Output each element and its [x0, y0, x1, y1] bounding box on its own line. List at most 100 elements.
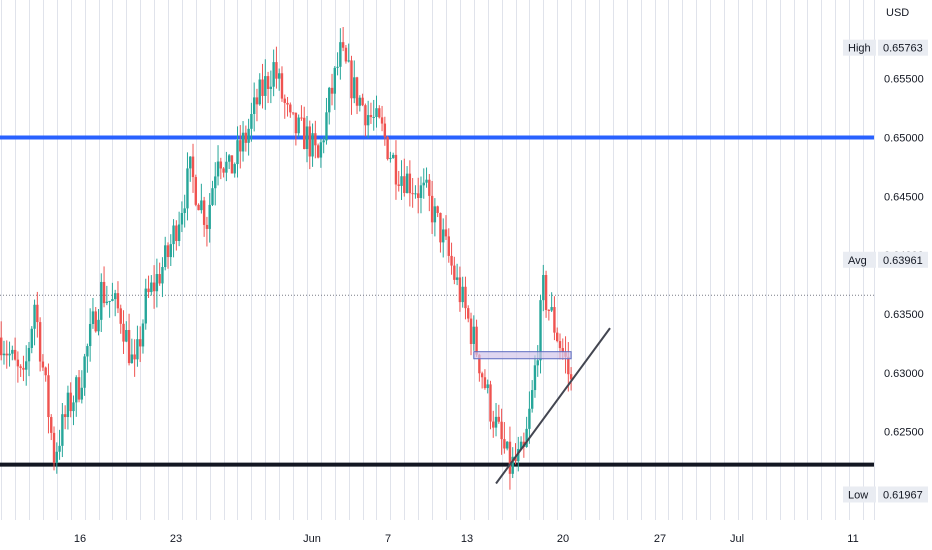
price-levels — [0, 135, 874, 467]
candle-body — [380, 117, 384, 124]
price-tick-label: 0.63500 — [884, 309, 924, 321]
candle-body — [280, 73, 284, 99]
candle-body — [266, 76, 270, 89]
marker-label: High — [848, 43, 871, 55]
candle-body — [166, 245, 170, 258]
candle-body — [428, 179, 431, 196]
candle-body — [350, 60, 353, 99]
candle-body — [414, 193, 417, 195]
candle-body — [455, 277, 459, 280]
candle-body — [269, 86, 273, 89]
candle-body — [514, 456, 517, 462]
time-axis: 16 23 Jun 7 13 20 27 Jul 11 — [74, 533, 859, 545]
candle-body — [492, 421, 495, 428]
currency-label: USD — [886, 7, 909, 19]
candle-body — [55, 451, 58, 463]
candle-body — [16, 359, 20, 367]
candle-body — [164, 245, 167, 268]
candle-body — [91, 311, 95, 324]
candle-body — [108, 300, 111, 302]
candle-body — [425, 179, 428, 183]
date-tick-label: Jul — [730, 533, 744, 545]
candle-body — [158, 274, 161, 284]
candle-body — [169, 244, 172, 258]
date-tick-label: 11 — [847, 533, 858, 545]
candle-body — [136, 339, 139, 360]
candle-body — [458, 277, 462, 303]
candle-body — [553, 307, 556, 333]
candle-body — [419, 185, 423, 198]
candle-body — [72, 402, 75, 412]
marker-value-bg — [878, 251, 928, 268]
candle-body — [530, 390, 534, 409]
candle-body — [116, 293, 120, 309]
marker-value: 0.65763 — [883, 43, 923, 55]
candle-body — [394, 154, 398, 185]
candle-body — [417, 193, 420, 198]
candle-body — [152, 282, 156, 292]
candle-body — [244, 132, 248, 143]
candle-body — [364, 105, 367, 126]
candle-body — [155, 274, 159, 292]
candle-body — [558, 341, 562, 349]
candle-body — [175, 225, 178, 242]
date-tick-label: 13 — [461, 533, 473, 545]
candle-body — [391, 154, 395, 158]
candle-body — [519, 441, 523, 449]
price-tick-label: 0.62500 — [884, 427, 924, 439]
candle-body — [508, 441, 512, 474]
candle-body — [389, 157, 392, 160]
candle-body — [283, 98, 286, 103]
candle-body — [5, 353, 8, 356]
candle-body — [325, 112, 328, 141]
price-tick-label: 0.65000 — [884, 132, 924, 144]
candle-body — [230, 155, 234, 174]
candle-body — [30, 328, 33, 348]
candle-body — [180, 213, 184, 225]
candle-body — [250, 113, 253, 129]
rectangle-drawing — [473, 351, 572, 360]
candle-body — [225, 161, 228, 173]
candle-body — [403, 176, 406, 193]
candle-body — [469, 318, 473, 344]
marker-label: Low — [848, 489, 868, 501]
candle-body — [147, 288, 150, 293]
candle-body — [69, 392, 72, 412]
candle-body — [113, 293, 117, 300]
candle-body — [444, 229, 448, 237]
candle-body — [536, 360, 539, 366]
candle-body — [353, 77, 356, 99]
candle-body — [11, 349, 14, 354]
date-tick-label: Jun — [303, 533, 321, 545]
candle-body — [252, 97, 256, 114]
candle-body — [369, 115, 373, 118]
candle-body — [308, 126, 311, 157]
candle-body — [464, 286, 467, 309]
marker-value: 0.61967 — [883, 489, 923, 501]
candle-body — [177, 224, 181, 242]
candle-body — [214, 176, 217, 189]
candle-body — [400, 176, 403, 186]
candle-body — [239, 140, 242, 152]
candle-body — [547, 309, 551, 311]
candle-body — [139, 339, 142, 347]
candle-body — [500, 421, 503, 440]
candle-body — [294, 112, 298, 134]
candle-body — [433, 206, 437, 223]
candle-body — [264, 76, 267, 96]
candle-body — [44, 367, 47, 376]
candle-body — [127, 330, 131, 364]
candles — [0, 26, 573, 490]
candle-body — [33, 304, 36, 329]
marker-label: Avg — [848, 255, 867, 267]
candle-body — [483, 377, 487, 389]
candle-body — [383, 123, 387, 138]
candle-body — [450, 255, 453, 266]
candle-body — [236, 140, 239, 165]
candle-body — [291, 112, 295, 114]
candle-body — [119, 308, 122, 324]
marker-value-bg — [878, 486, 928, 503]
candle-body — [478, 354, 481, 374]
price-tick-label: 0.63000 — [884, 368, 924, 380]
candle-body — [539, 300, 542, 361]
